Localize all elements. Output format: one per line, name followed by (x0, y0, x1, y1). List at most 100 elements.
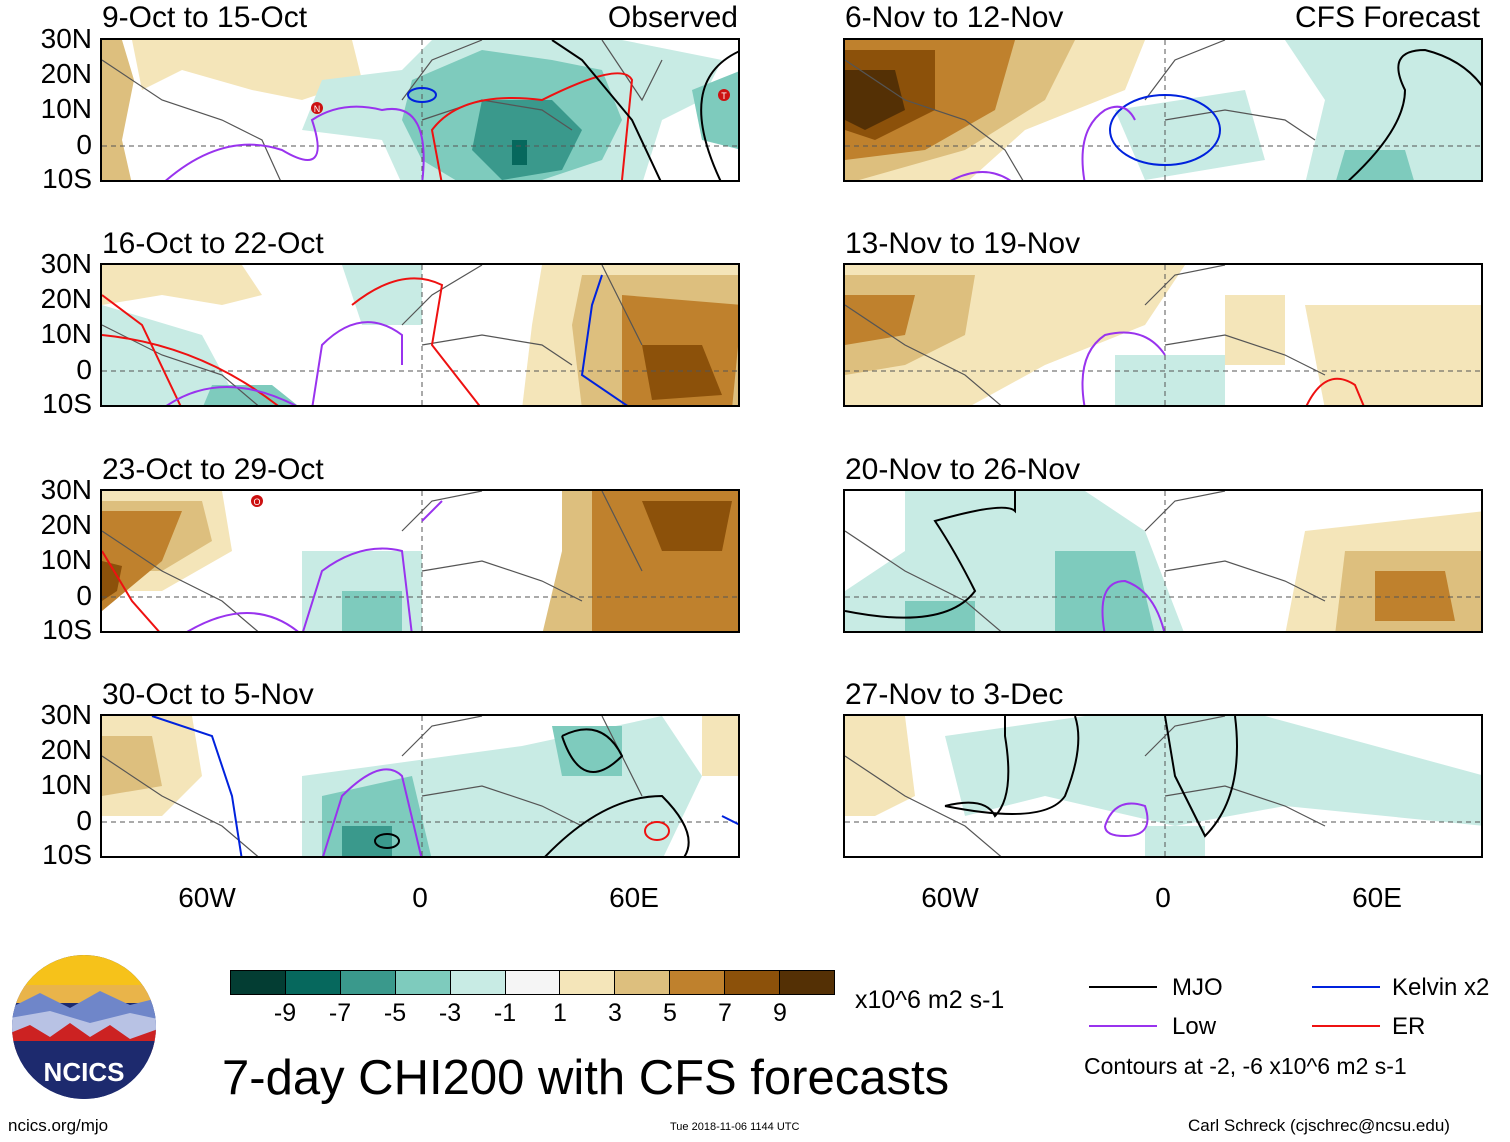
panel-8-date: 27-Nov to 3-Dec (845, 678, 1064, 711)
lat-label-row3-2: 10N (40, 544, 92, 575)
legend-line-low (1089, 1025, 1157, 1027)
chi-anomaly-green-2 (905, 601, 975, 631)
land-outline (102, 265, 643, 405)
panel-6-map (843, 263, 1483, 407)
panel-5-date: 6-Nov to 12-Nov (845, 1, 1064, 34)
mjo-contour (544, 728, 690, 856)
colorbar-tick-label: 3 (608, 999, 622, 1027)
kelvin-contour (151, 716, 738, 856)
chi-anomaly-light-green (1115, 355, 1225, 405)
kelvin-contour (580, 274, 628, 405)
lat-label-row2-1: 20N (40, 283, 92, 314)
storm-marker-n-label: N (314, 104, 321, 114)
chi-anomaly-dark-brown-east (642, 501, 732, 551)
lon-label-right-2: 60E (1352, 882, 1402, 913)
lat-label-row1-1: 20N (40, 58, 92, 89)
low-contour (322, 768, 423, 856)
er-contour (102, 550, 160, 631)
legend-label-er: ER (1392, 1013, 1426, 1040)
low-contour (1101, 579, 1165, 631)
lon-label-left-2: 60E (609, 882, 659, 913)
panel-3-date: 23-Oct to 29-Oct (102, 453, 324, 486)
colorbar-swatch (284, 971, 340, 994)
chi-anomaly-tan (132, 40, 362, 100)
lat-label-row4-1: 20N (40, 734, 92, 765)
chi-anomaly-tan (102, 265, 262, 305)
ncics-logo: NCICS (10, 953, 158, 1101)
panel-5-map (843, 38, 1483, 182)
storm-marker-o-label: O (253, 497, 260, 507)
chi-anomaly-green (1055, 551, 1155, 631)
er-contour (430, 72, 634, 180)
low-contour (1104, 802, 1149, 838)
colorbar-swatch (614, 971, 670, 994)
colorbar-tick-label: -9 (273, 999, 297, 1027)
panel-3-map: O (100, 489, 740, 633)
main-title: 7-day CHI200 with CFS forecasts (222, 1051, 950, 1105)
chi-anomaly-green (342, 591, 402, 631)
chi-anomaly-darkest (845, 70, 905, 130)
panel-4-date: 30-Oct to 5-Nov (102, 678, 314, 711)
kelvin-contour (1109, 94, 1221, 166)
colorbar-tick-label: -3 (438, 999, 462, 1027)
lat-label-row4-0: 30N (40, 699, 92, 730)
chi-anomaly-dark-green (342, 826, 392, 856)
lon-label-right-0: 60W (921, 882, 979, 913)
panel-2-map (100, 263, 740, 407)
colorbar-swatch (449, 971, 505, 994)
legend-line-er (1312, 1025, 1380, 1027)
colorbar-swatch (394, 971, 450, 994)
low-contour (1081, 331, 1166, 405)
lat-label-row1-0: 30N (40, 23, 92, 54)
chi-anomaly-brown (1375, 571, 1455, 621)
colorbar-swatch (504, 971, 560, 994)
panel-1-tag: Observed (607, 1, 738, 34)
lat-label-row4-2: 10N (40, 769, 92, 800)
logo-text: NCICS (44, 1057, 125, 1087)
er-contour (644, 821, 670, 841)
chi-anomaly-tan (845, 716, 915, 816)
chi-anomaly-green (203, 385, 297, 405)
chi-anomaly-dark-brown (102, 561, 122, 601)
er-contour (102, 277, 481, 405)
chi-anomaly-light-green (102, 305, 240, 405)
legend-line-mjo (1089, 986, 1157, 988)
lat-label-row3-4: 10S (42, 614, 92, 645)
colorbar-swatch (724, 971, 780, 994)
lat-label-row4-4: 10S (42, 839, 92, 870)
chi-anomaly-light-green (945, 716, 1481, 826)
colorbar-tick-label: 7 (718, 999, 732, 1027)
chi-anomaly-light-green-2 (1145, 826, 1205, 856)
low-contour (166, 321, 403, 405)
colorbar-swatch (231, 971, 285, 994)
chi-anomaly-green (1336, 150, 1414, 180)
chi-anomaly-dark-brown (642, 345, 722, 400)
mjo-contour (845, 491, 1016, 619)
panel-1-map: N T (100, 38, 740, 182)
colorbar (230, 970, 835, 995)
mjo-contour (1347, 48, 1481, 180)
legend-label-kelvin: Kelvin x2 (1392, 974, 1490, 1001)
panel-6-date: 13-Nov to 19-Nov (845, 227, 1081, 260)
mjo-contour-2 (700, 50, 738, 180)
chi-anomaly-light-green-2 (342, 265, 422, 325)
land-outline (845, 491, 1326, 631)
lat-label-row1-4: 10S (42, 163, 92, 194)
footer-timestamp: Tue 2018-11-06 1144 UTC (670, 1121, 800, 1133)
chi-anomaly-darkest (512, 140, 527, 165)
colorbar-swatch (779, 971, 834, 994)
chi-anomaly-light-green (1115, 90, 1265, 180)
kelvin-contour (407, 87, 437, 103)
panel-2-date: 16-Oct to 22-Oct (102, 227, 324, 260)
colorbar-swatch (559, 971, 615, 994)
chi-anomaly-brown (102, 40, 134, 180)
footer-website: ncics.org/mjo (8, 1116, 109, 1135)
colorbar-units: x10^6 m2 s-1 (855, 986, 1005, 1014)
chi-anomaly-tan-east (702, 716, 738, 776)
contour-note: Contours at -2, -6 x10^6 m2 s-1 (1084, 1053, 1407, 1079)
mjo-contour-small (374, 833, 400, 849)
footer-author: Carl Schreck (cjschrec@ncsu.edu) (1188, 1116, 1450, 1135)
mjo-contour (944, 716, 1238, 838)
colorbar-tick-label: 5 (663, 999, 677, 1027)
lat-label-row2-0: 30N (40, 248, 92, 279)
